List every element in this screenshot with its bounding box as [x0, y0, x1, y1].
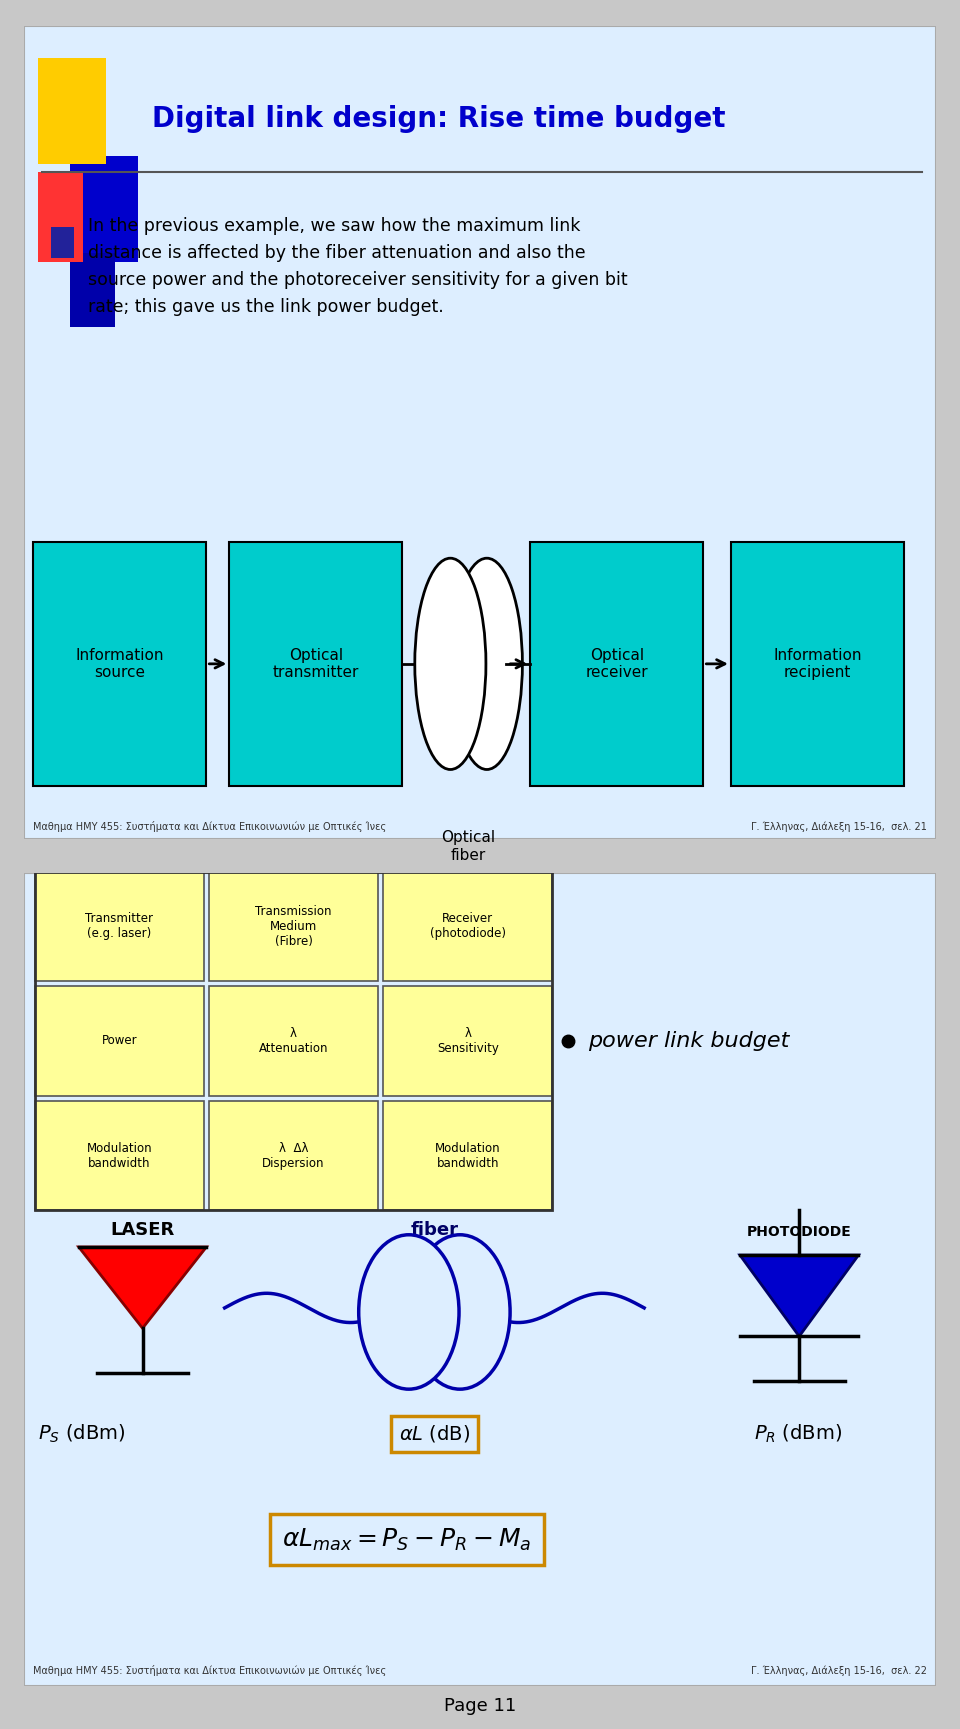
Text: $P_S$ (dBm): $P_S$ (dBm) — [37, 1423, 125, 1445]
Text: Modulation
bandwidth: Modulation bandwidth — [435, 1141, 500, 1169]
FancyBboxPatch shape — [209, 1101, 378, 1210]
Text: $P_R$ (dBm): $P_R$ (dBm) — [754, 1423, 842, 1445]
Text: fiber: fiber — [411, 1221, 459, 1238]
FancyBboxPatch shape — [383, 871, 552, 982]
Ellipse shape — [451, 558, 522, 769]
FancyBboxPatch shape — [209, 986, 378, 1096]
FancyBboxPatch shape — [35, 871, 204, 982]
Ellipse shape — [415, 558, 486, 769]
Text: Receiver
(photodiode): Receiver (photodiode) — [430, 913, 506, 941]
Ellipse shape — [359, 1235, 459, 1388]
Text: Modulation
bandwidth: Modulation bandwidth — [86, 1141, 152, 1169]
Polygon shape — [79, 1247, 206, 1328]
Text: Page 11: Page 11 — [444, 1698, 516, 1715]
Text: Information
source: Information source — [76, 648, 164, 679]
FancyBboxPatch shape — [35, 986, 204, 1096]
Text: $\alpha L$ (dB): $\alpha L$ (dB) — [398, 1423, 470, 1444]
Text: $\alpha L_{max} = P_S - P_R - M_a$: $\alpha L_{max} = P_S - P_R - M_a$ — [282, 1527, 532, 1553]
FancyBboxPatch shape — [209, 871, 378, 982]
Text: λ
Attenuation: λ Attenuation — [259, 1027, 328, 1055]
Text: Optical
transmitter: Optical transmitter — [273, 648, 359, 679]
Bar — [69, 156, 138, 261]
Text: Digital link design: Rise time budget: Digital link design: Rise time budget — [152, 105, 725, 133]
Text: power link budget: power link budget — [588, 1030, 790, 1051]
Text: Optical
fiber: Optical fiber — [442, 830, 495, 863]
Text: LASER: LASER — [110, 1221, 175, 1238]
FancyBboxPatch shape — [229, 541, 402, 785]
FancyBboxPatch shape — [383, 1101, 552, 1210]
Text: λ
Sensitivity: λ Sensitivity — [437, 1027, 498, 1055]
Text: Mαθημα ΗΜΥ 455: Συστήματα και Δίκτυα Επικοινωνιών με Οπτικές Ίνες: Mαθημα ΗΜΥ 455: Συστήματα και Δίκτυα Επι… — [33, 821, 386, 832]
FancyBboxPatch shape — [33, 541, 206, 785]
FancyBboxPatch shape — [530, 541, 704, 785]
Text: In the previous example, we saw how the maximum link
distance is affected by the: In the previous example, we saw how the … — [88, 216, 628, 316]
Polygon shape — [740, 1255, 858, 1337]
Text: Optical
receiver: Optical receiver — [586, 648, 648, 679]
Bar — [37, 59, 107, 164]
Text: Γ. Έλληνας, Διάλεξη 15-16,  σελ. 22: Γ. Έλληνας, Διάλεξη 15-16, σελ. 22 — [751, 1665, 927, 1675]
Bar — [37, 173, 84, 261]
Text: λ  Δλ
Dispersion: λ Δλ Dispersion — [262, 1141, 324, 1169]
Ellipse shape — [410, 1235, 510, 1388]
FancyBboxPatch shape — [383, 986, 552, 1096]
Bar — [69, 254, 115, 327]
FancyBboxPatch shape — [35, 1101, 204, 1210]
Text: PHOTODIODE: PHOTODIODE — [747, 1224, 852, 1238]
Text: Power: Power — [102, 1034, 137, 1048]
Text: Information
recipient: Information recipient — [773, 648, 862, 679]
FancyBboxPatch shape — [731, 541, 904, 785]
Bar — [52, 226, 74, 258]
Text: Transmitter
(e.g. laser): Transmitter (e.g. laser) — [85, 913, 154, 941]
Text: Γ. Έλληνας, Διάλεξη 15-16,  σελ. 21: Γ. Έλληνας, Διάλεξη 15-16, σελ. 21 — [751, 821, 927, 832]
Text: Transmission
Medium
(Fibre): Transmission Medium (Fibre) — [255, 904, 332, 947]
Text: Mαθημα ΗΜΥ 455: Συστήματα και Δίκτυα Επικοινωνιών με Οπτικές Ίνες: Mαθημα ΗΜΥ 455: Συστήματα και Δίκτυα Επι… — [33, 1665, 386, 1675]
